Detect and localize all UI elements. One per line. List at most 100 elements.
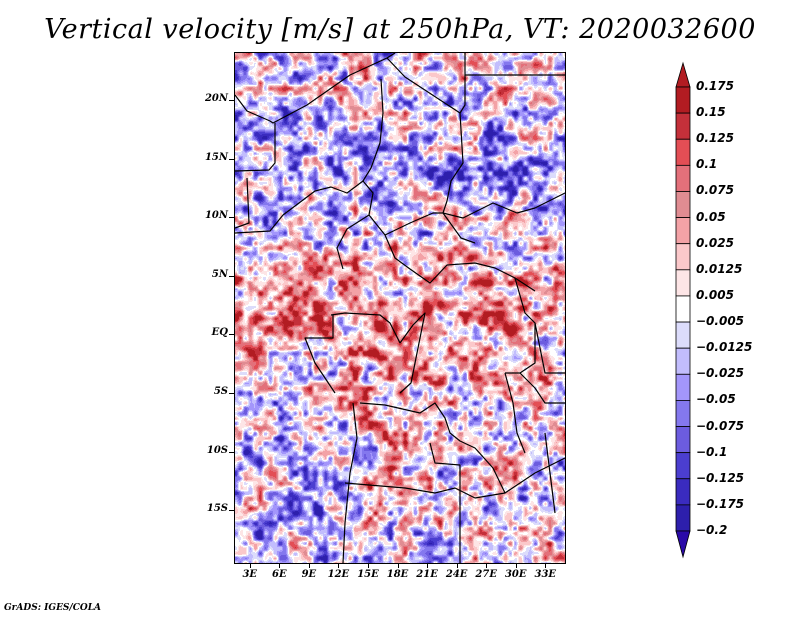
boundary-tanzania: [519, 372, 565, 404]
colorbar-segment: [675, 191, 691, 218]
lon-tick-mark: [515, 563, 517, 568]
lon-tick-label: 21E: [416, 569, 438, 580]
colorbar: [675, 61, 691, 559]
lon-tick-mark: [279, 563, 281, 568]
lon-tick-mark: [338, 563, 340, 568]
lat-tick-label: 20N: [204, 92, 228, 104]
lon-tick-label: 9E: [301, 569, 317, 580]
lon-tick-mark: [427, 563, 429, 568]
lat-tick-mark: [229, 217, 235, 219]
colorbar-level-label: 0.125: [696, 131, 734, 146]
boundary-angola-zambia: [429, 442, 461, 503]
boundary-nigeria-cameroon: [235, 180, 374, 270]
colorbar-segment: [675, 243, 691, 271]
colorbar-segment: [675, 373, 691, 401]
colorbar-segment: [675, 269, 691, 297]
colorbar-bottom-arrow: [675, 530, 691, 559]
lat-tick-label: 5N: [211, 268, 228, 280]
colorbar-level-label: 0.075: [696, 183, 734, 198]
colorbar-level-label: −0.075: [696, 418, 745, 433]
colorbar-level-label: 0.1: [696, 157, 718, 172]
colorbar-level-label: −0.0125: [696, 340, 753, 355]
colorbar-segment: [675, 138, 691, 166]
colorbar-segment: [675, 217, 691, 245]
colorbar-segment: [675, 400, 691, 427]
boundary-cameroon-gabon: [330, 312, 401, 344]
lat-tick-mark: [229, 99, 235, 101]
lon-tick-mark: [486, 563, 488, 568]
colorbar-segment: [675, 164, 691, 192]
lon-tick-mark: [249, 563, 251, 568]
lat-tick-label: EQ: [211, 327, 228, 339]
boundary-lake-tanganyika: [504, 372, 526, 454]
colorbar-level-label: 0.15: [696, 105, 726, 120]
lon-tick-mark: [456, 563, 458, 568]
boundary-lake-malawi: [544, 432, 556, 514]
colorbar-segment: [675, 112, 691, 140]
lon-tick-label: 15E: [357, 569, 379, 580]
boundary-uganda-kenya: [534, 322, 565, 374]
map-panel: [235, 53, 565, 563]
lon-tick-label: 30E: [504, 569, 527, 580]
boundary-congo-drc: [399, 312, 426, 394]
lon-tick-mark: [545, 563, 547, 568]
lat-tick-mark: [229, 451, 235, 453]
colorbar-level-label: −0.005: [696, 314, 745, 329]
colorbar-level-label: 0.025: [696, 235, 734, 250]
lon-tick-label: 6E: [272, 569, 287, 580]
boundary-niger-algeria: [235, 53, 396, 124]
boundary-niger-nigeria: [235, 123, 276, 172]
lat-tick-label: 15N: [204, 151, 228, 163]
colorbar-level-label: −0.05: [696, 392, 736, 407]
lon-tick-mark: [308, 563, 310, 568]
colorbar-segment: [675, 347, 691, 375]
lat-tick-mark: [229, 334, 235, 336]
vertical-velocity-field: [235, 53, 565, 563]
lat-tick-label: 15S: [206, 503, 228, 515]
colorbar-segment: [675, 86, 691, 114]
colorbar-segment: [675, 452, 691, 480]
lat-tick-mark: [229, 510, 235, 512]
colorbar-top-arrow: [675, 61, 691, 88]
boundary-gabon: [304, 315, 336, 394]
lat-tick-mark: [229, 158, 235, 160]
lon-tick-mark: [397, 563, 399, 568]
colorbar-level-label: −0.025: [696, 366, 745, 381]
colorbar-level-label: −0.175: [696, 496, 745, 511]
colorbar-segment: [675, 321, 691, 349]
plot-title: Vertical velocity [m/s] at 250hPa, VT: 2…: [44, 14, 756, 45]
boundary-car-drc: [384, 234, 536, 292]
grads-credit: GrADS: IGES/COLA: [4, 603, 102, 613]
boundary-niger-chad: [362, 78, 384, 182]
boundary-angola-coast: [342, 402, 358, 563]
colorbar-segment: [675, 295, 691, 323]
colorbar-level-label: −0.2: [696, 523, 728, 537]
colorbar-level-label: 0.175: [696, 79, 734, 93]
boundary-drc-angola: [359, 402, 506, 494]
boundary-libya-chad: [386, 53, 466, 114]
boundary-sudan-ssudan: [442, 192, 565, 219]
lon-tick-label: 33E: [534, 569, 557, 580]
boundary-benin-togo: [235, 177, 250, 229]
boundary-zambia-zimbabwe: [474, 457, 565, 499]
lat-tick-label: 5S: [213, 386, 228, 397]
lat-tick-label: 10S: [206, 444, 228, 456]
colorbar-segment: [675, 478, 691, 506]
colorbar-level-label: 0.0125: [696, 261, 743, 276]
colorbar-segment: [675, 426, 691, 454]
lon-tick-label: 24E: [445, 569, 468, 580]
lat-tick-mark: [229, 275, 235, 277]
lon-tick-mark: [367, 563, 369, 568]
boundary-angola-namibia: [344, 482, 476, 499]
colorbar-level-label: 0.005: [696, 287, 734, 302]
lon-tick-label: 12E: [327, 569, 350, 580]
boundary-drc-east: [505, 277, 536, 374]
colorbar-level-label: −0.125: [696, 470, 745, 485]
lat-tick-mark: [229, 393, 235, 394]
lon-tick-label: 27E: [475, 569, 497, 580]
lon-tick-label: 3E: [242, 569, 258, 580]
colorbar-segment: [675, 504, 691, 532]
colorbar-level-label: 0.05: [696, 209, 726, 224]
country-boundaries: [235, 53, 565, 563]
colorbar-level-label: −0.1: [696, 444, 728, 459]
